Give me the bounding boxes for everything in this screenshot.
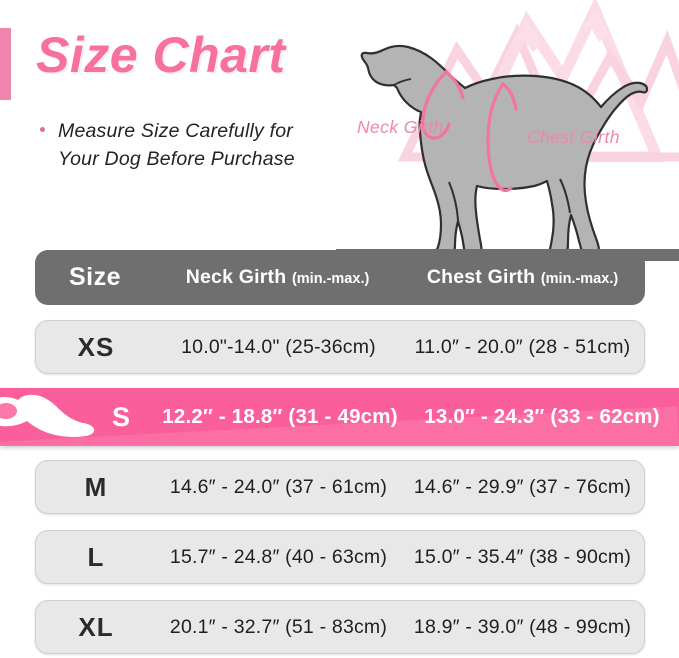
table-row[interactable]: M 14.6″ - 24.0″ (37 - 61cm) 14.6″ - 29.9… [35, 460, 645, 514]
row-cell-chest-girth: 14.6″ - 29.9″ (37 - 76cm) [401, 476, 644, 499]
row-cell-size: S [0, 402, 155, 433]
table-row-selected[interactable]: S 12.2″ - 18.8″ (31 - 49cm) 13.0″ - 24.3… [0, 388, 679, 446]
neck-girth-measure-loop-icon [421, 70, 451, 140]
row-cell-neck-girth: 14.6″ - 24.0″ (37 - 61cm) [156, 476, 401, 499]
header-cell-size: Size [35, 263, 155, 292]
row-cell-size: XS [36, 332, 156, 363]
table-row[interactable]: XL 20.1″ - 32.7″ (51 - 83cm) 18.9″ - 39.… [35, 600, 645, 654]
table-row[interactable]: L 15.7″ - 24.8″ (40 - 63cm) 15.0″ - 35.4… [35, 530, 645, 584]
size-label: S [111, 401, 131, 432]
table-header-row: Size Neck Girth (min.-max.) Chest Girth … [35, 250, 645, 305]
header-label-neck-minmax: (min.-max.) [291, 271, 370, 287]
neck-girth-value: 15.7″ - 24.8″ (40 - 63cm) [169, 545, 388, 568]
neck-girth-value: 10.0"-14.0" (25-36cm) [181, 335, 376, 358]
header-cell-chest-girth: Chest Girth (min.-max.) [400, 266, 645, 289]
row-cell-chest-girth: 11.0″ - 20.0″ (28 - 51cm) [401, 336, 644, 359]
row-cell-chest-girth: 18.9″ - 39.0″ (48 - 99cm) [401, 616, 644, 639]
row-cell-neck-girth: 10.0"-14.0" (25-36cm) [156, 336, 401, 359]
page-title: Size Chart [36, 27, 286, 83]
left-accent-bar [0, 28, 11, 100]
chest-girth-value: 13.0″ - 24.3″ (33 - 62cm) [424, 405, 660, 428]
header-cell-neck-girth: Neck Girth (min.-max.) [155, 266, 400, 289]
row-cell-neck-girth: 12.2″ - 18.8″ (31 - 49cm) [155, 405, 405, 429]
size-label: XS [77, 331, 115, 362]
chest-girth-measure-loop-icon [486, 82, 513, 193]
row-cell-size: L [36, 542, 156, 573]
bullet-dot-icon [40, 127, 45, 132]
row-cell-neck-girth: 20.1″ - 32.7″ (51 - 83cm) [156, 616, 401, 639]
chest-girth-value: 18.9″ - 39.0″ (48 - 99cm) [413, 615, 632, 638]
row-cell-chest-girth: 13.0″ - 24.3″ (33 - 62cm) [405, 405, 679, 429]
neck-girth-value: 20.1″ - 32.7″ (51 - 83cm) [169, 615, 388, 638]
row-cell-size: XL [36, 612, 156, 643]
row-cell-chest-girth: 15.0″ - 35.4″ (38 - 90cm) [401, 546, 644, 569]
measure-note: Measure Size Carefully for Your Dog Befo… [40, 118, 336, 173]
header-label-size: Size [68, 263, 122, 291]
chest-girth-value: 11.0″ - 20.0″ (28 - 51cm) [414, 335, 631, 358]
neck-girth-label: Neck Girth [357, 117, 444, 137]
chest-girth-value: 15.0″ - 35.4″ (38 - 90cm) [413, 545, 632, 568]
size-label: M [84, 471, 108, 502]
table-row[interactable]: XS 10.0"-14.0" (25-36cm) 11.0″ - 20.0″ (… [35, 320, 645, 374]
header-label-chest-minmax: (min.-max.) [540, 271, 619, 287]
neck-girth-value: 12.2″ - 18.8″ (31 - 49cm) [162, 405, 398, 428]
size-label: L [87, 541, 105, 572]
neck-girth-value: 14.6″ - 24.0″ (37 - 61cm) [169, 475, 388, 498]
row-cell-neck-girth: 15.7″ - 24.8″ (40 - 63cm) [156, 546, 401, 569]
header-label-chest-girth: Chest Girth [426, 266, 536, 288]
measure-note-text: Measure Size Carefully for Your Dog Befo… [58, 120, 295, 170]
header-label-neck-girth: Neck Girth [185, 266, 287, 288]
chest-girth-value: 14.6″ - 29.9″ (37 - 76cm) [413, 475, 632, 498]
size-label: XL [78, 611, 114, 642]
row-cell-size: M [36, 472, 156, 503]
chest-girth-label: Chest Girth [527, 127, 620, 147]
